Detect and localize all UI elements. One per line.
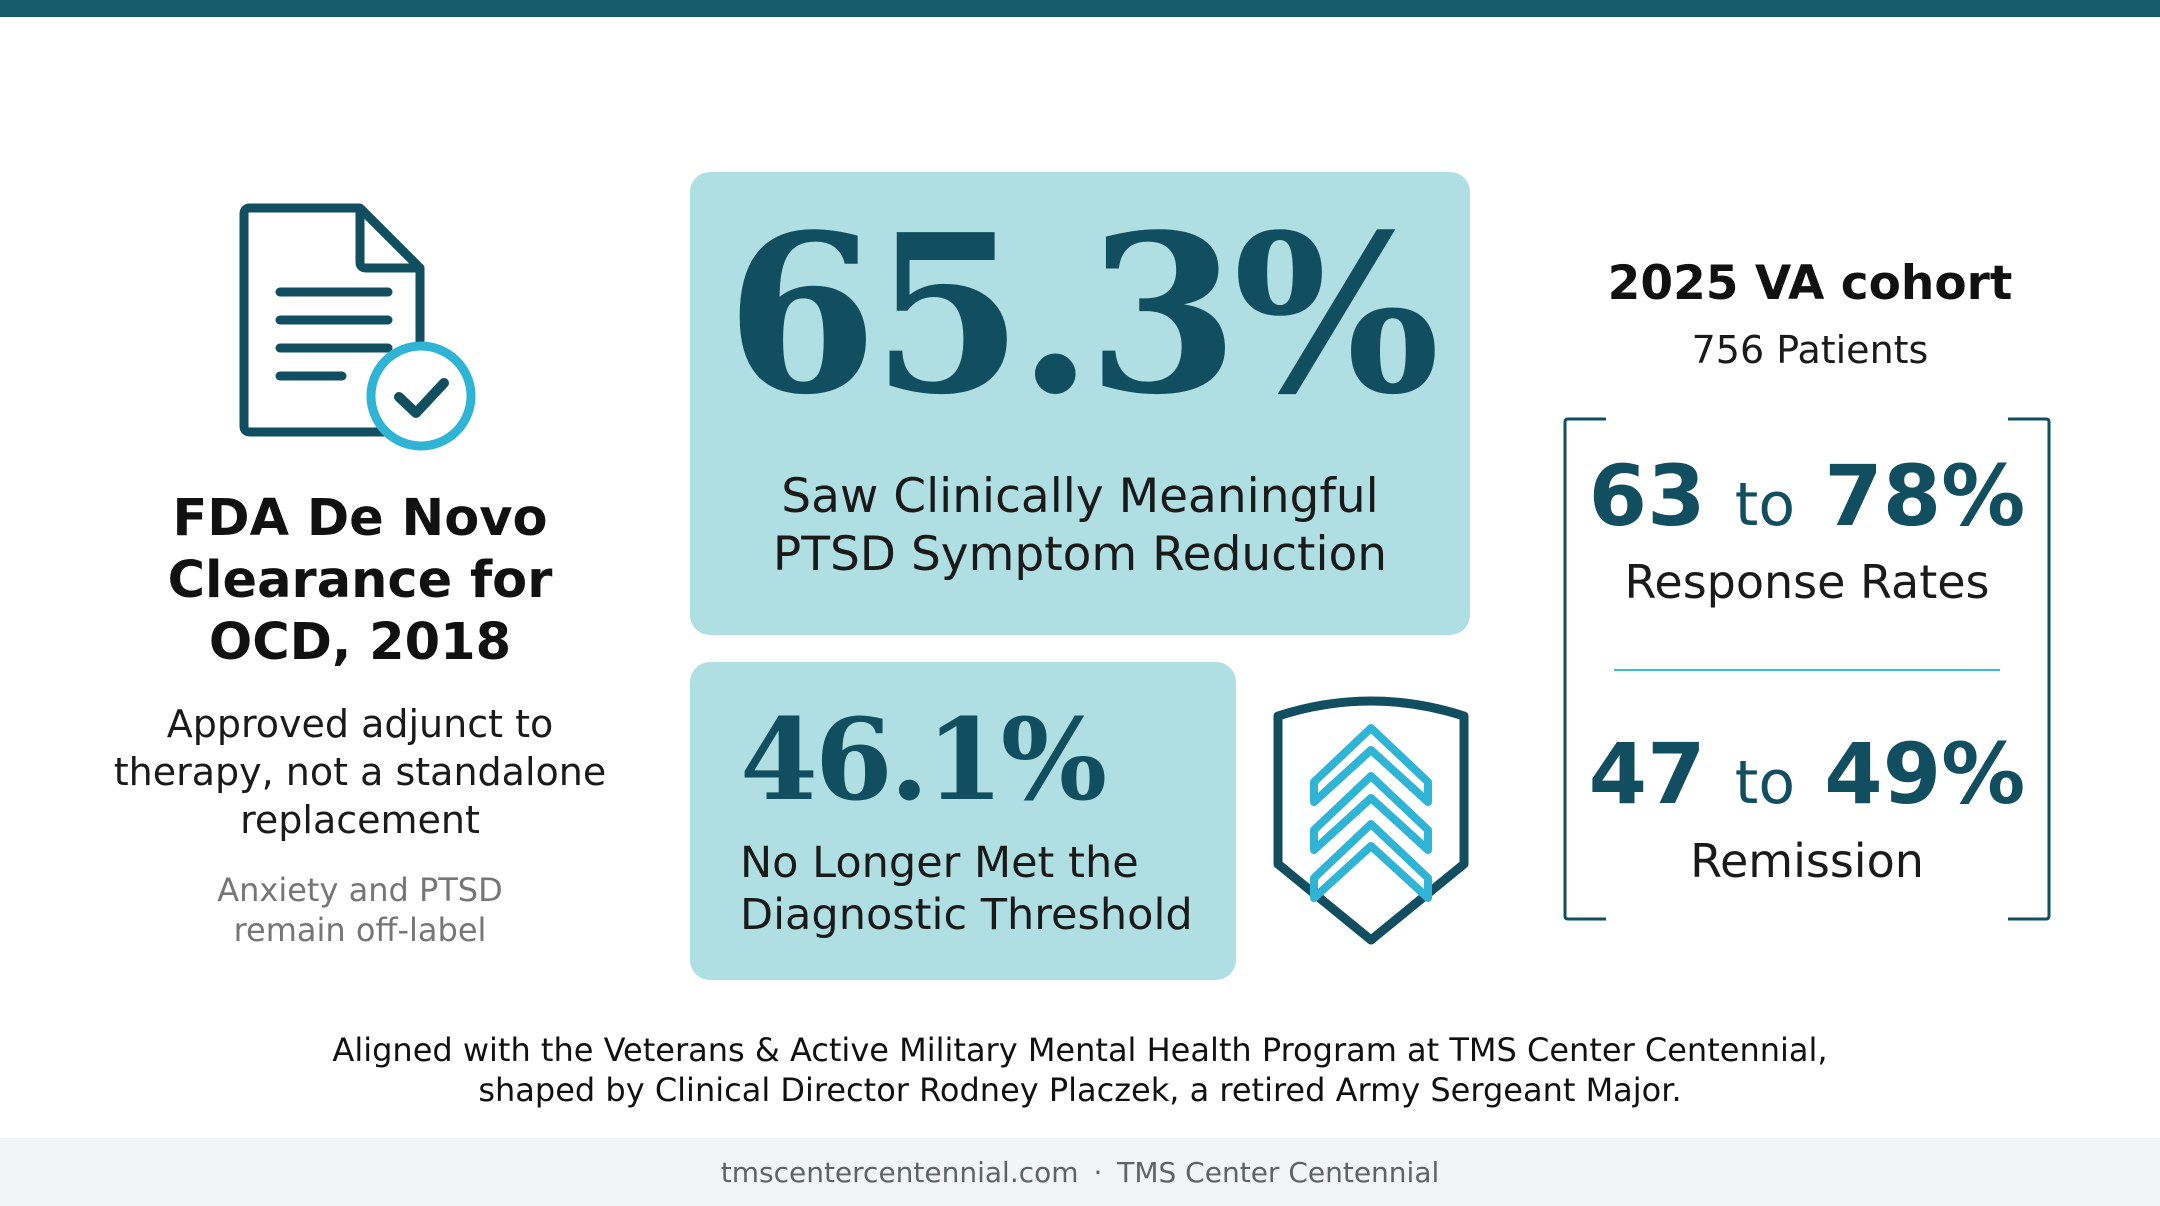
footer-credit: tmscentercentennial.com · TMS Center Cen… (0, 1155, 2160, 1191)
diagnostic-threshold-value: 46.1% (740, 695, 1107, 826)
footer-separator: · (1093, 1156, 1103, 1189)
off-label-note-line: Anxiety and PTSD (217, 871, 503, 909)
document-check-icon (239, 203, 476, 451)
fda-subtitle-line: replacement (240, 798, 480, 842)
symptom-reduction-card: 65.3% Saw Clinically Meaningful PTSD Sym… (690, 172, 1470, 635)
remission-label: Remission (1690, 834, 1924, 888)
off-label-note-line: remain off-label (233, 911, 487, 949)
symptom-reduction-label: Saw Clinically Meaningful PTSD Symptom R… (690, 468, 1470, 584)
fda-title-line: OCD, 2018 (208, 613, 512, 672)
symptom-reduction-label-line: PTSD Symptom Reduction (772, 527, 1388, 582)
cohort-title: 2025 VA cohort (1607, 256, 2013, 311)
response-rate-label: Response Rates (1624, 555, 1990, 609)
fda-subtitle-line: Approved adjunct to (166, 702, 554, 746)
cohort-bracket-frame (1563, 417, 2051, 921)
fda-subtitle-line: therapy, not a standalone (113, 750, 607, 794)
fda-clearance-subtitle: Approved adjunct to therapy, not a stand… (70, 700, 650, 844)
response-rate-low: 63 (1588, 447, 1706, 545)
fda-clearance-title: FDA De Novo Clearance for OCD, 2018 (70, 488, 650, 674)
program-alignment-line: shaped by Clinical Director Rodney Placz… (478, 1071, 1682, 1109)
off-label-note: Anxiety and PTSD remain off-label (100, 870, 620, 950)
symptom-reduction-value: 65.3% (725, 187, 1440, 443)
response-rate-to: to (1734, 470, 1796, 540)
fda-title-line: Clearance for (167, 551, 553, 610)
remission-low: 47 (1588, 725, 1706, 823)
remission-high: 49% (1824, 725, 2026, 823)
diagnostic-threshold-label-line: Diagnostic Threshold (740, 890, 1193, 940)
diagnostic-threshold-card: 46.1% No Longer Met the Diagnostic Thres… (690, 662, 1236, 980)
diagnostic-threshold-label: No Longer Met the Diagnostic Threshold (740, 837, 1220, 941)
cohort-patient-count: 756 Patients (1691, 328, 1929, 372)
response-rate-high: 78% (1824, 447, 2026, 545)
cohort-divider (1614, 669, 2000, 671)
symptom-reduction-label-line: Saw Clinically Meaningful (781, 469, 1379, 524)
remission-range: 47 to 49% (1562, 724, 2052, 833)
program-alignment-line: Aligned with the Veterans & Active Milit… (332, 1031, 1828, 1069)
footer-website: tmscentercentennial.com (720, 1156, 1079, 1189)
footer-band (0, 1138, 2160, 1206)
fda-title-line: FDA De Novo (172, 489, 548, 548)
response-rate-range: 63 to 78% (1562, 446, 2052, 555)
footer-brand: TMS Center Centennial (1117, 1156, 1440, 1189)
remission-to: to (1734, 748, 1796, 818)
military-chevron-shield-icon (1273, 696, 1469, 945)
diagnostic-threshold-label-line: No Longer Met the (740, 838, 1139, 888)
top-accent-bar (0, 0, 2160, 17)
program-alignment-text: Aligned with the Veterans & Active Milit… (230, 1030, 1930, 1110)
